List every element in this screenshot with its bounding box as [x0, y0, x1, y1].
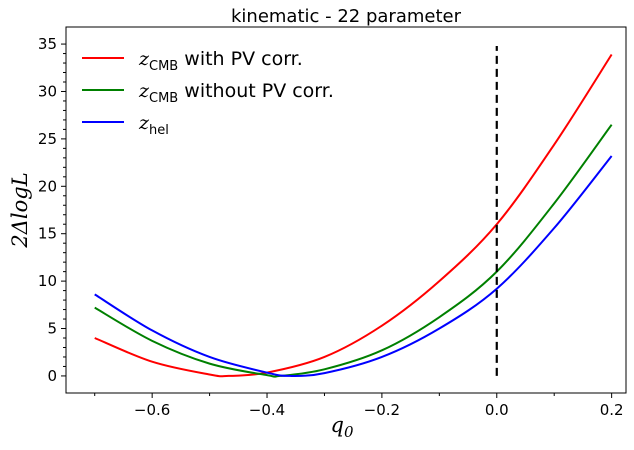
y-tick-label: 30: [38, 82, 57, 100]
y-tick-label: 0: [47, 367, 57, 385]
x-axis-label-main: q: [331, 413, 344, 437]
x-tick-label: −0.6: [134, 401, 170, 419]
x-axis-label-subscript: 0: [344, 423, 354, 441]
series-line-2: [94, 155, 613, 377]
legend-entry-0: zCMB with PV corr.: [138, 48, 303, 74]
x-tick-label: 0.2: [600, 401, 624, 419]
legend-entry-text: with PV corr.: [178, 48, 303, 70]
legend-entry-2: zhel: [138, 112, 169, 138]
legend-entry-main: z: [138, 80, 150, 102]
x-axis: −0.6 −0.4 −0.2 0.0 0.2: [94, 393, 624, 419]
legend-entry-subscript: hel: [149, 123, 169, 138]
series-line-0: [94, 53, 613, 378]
legend-entry-1: zCMB without PV corr.: [138, 80, 334, 106]
legend-entry-main: z: [138, 112, 150, 134]
y-tick-label: 25: [38, 130, 57, 148]
y-axis: 0 5 10 15 20 25 30 35: [38, 35, 66, 385]
y-tick-label: 5: [47, 320, 57, 338]
axes-frame: [65, 26, 627, 394]
plot-area: [94, 45, 613, 378]
legend: zCMB with PV corr.zCMB without PV corr.z…: [82, 48, 334, 138]
legend-entry-subscript: CMB: [149, 59, 178, 74]
x-tick-label: 0.0: [485, 401, 509, 419]
x-tick-label: −0.4: [249, 401, 285, 419]
x-tick-label: −0.2: [364, 401, 400, 419]
y-axis-label: 2ΔlogL: [8, 172, 32, 248]
y-tick-label: 35: [38, 35, 57, 53]
chart-title: kinematic - 22 parameter: [231, 6, 462, 27]
y-tick-label: 10: [38, 272, 57, 290]
legend-entry-subscript: CMB: [149, 91, 178, 106]
legend-entry-text: without PV corr.: [178, 80, 334, 102]
x-axis-label: q0: [331, 413, 354, 441]
y-tick-label: 20: [38, 177, 57, 195]
y-tick-label: 15: [38, 225, 57, 243]
legend-entry-main: z: [138, 48, 150, 70]
series-line-1: [94, 124, 613, 378]
